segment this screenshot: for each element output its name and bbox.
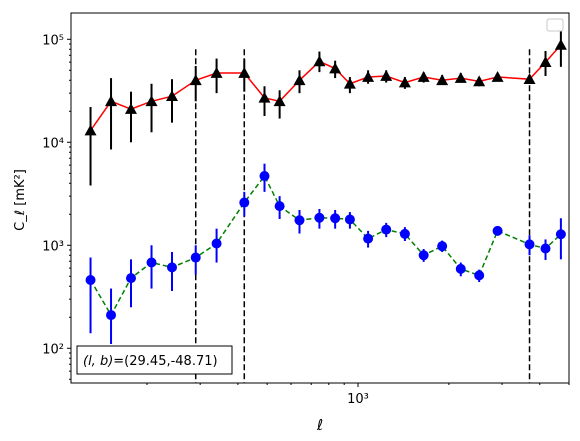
data-point — [274, 201, 285, 212]
data-point — [555, 229, 566, 240]
data-point — [540, 243, 551, 254]
data-point — [84, 124, 97, 136]
series — [85, 163, 566, 345]
data-point — [492, 225, 503, 236]
vertical-reference-lines — [194, 49, 531, 383]
data-point — [474, 270, 485, 281]
data-point — [146, 257, 157, 268]
data-point — [293, 74, 306, 86]
data-point — [294, 215, 305, 226]
data-point — [454, 72, 467, 83]
annotation-box: (l, b)=(29.45,-48.71) — [76, 345, 233, 375]
data-point — [211, 238, 222, 249]
x-tick-label: 10³ — [347, 392, 369, 407]
series — [84, 31, 567, 186]
data-point — [491, 71, 504, 82]
annotation-coords-label: (l, b) — [83, 354, 113, 369]
annotation-coords-value: =(29.45,-48.71) — [113, 354, 217, 369]
data-point — [167, 262, 178, 273]
data-point — [436, 74, 449, 86]
data-point — [239, 197, 250, 208]
data-point — [473, 75, 486, 87]
data-point — [259, 171, 270, 182]
y-tick-label: 10³ — [42, 239, 64, 254]
data-point — [362, 71, 375, 82]
data-point — [539, 56, 552, 67]
data-point — [398, 76, 411, 88]
data-point — [524, 239, 535, 250]
plot-frame — [70, 12, 570, 384]
data-point — [363, 233, 374, 244]
data-point — [455, 263, 466, 274]
data-point — [418, 250, 429, 261]
data-point — [85, 275, 96, 286]
data-point — [166, 90, 179, 102]
legend-box — [546, 18, 564, 32]
data-point — [330, 213, 341, 224]
data-point — [238, 67, 251, 78]
y-tick-label: 10⁴ — [42, 136, 64, 151]
data-point — [380, 70, 393, 81]
data-point — [105, 95, 118, 107]
y-axis-label: C_ℓ [mK²] — [13, 169, 28, 231]
data-point — [124, 103, 137, 114]
data-point — [554, 39, 567, 50]
data-point — [106, 310, 117, 321]
data-point — [314, 212, 325, 223]
data-point — [417, 71, 430, 82]
series-line — [89, 44, 562, 131]
data-point — [145, 95, 158, 107]
x-axis-label: ℓ — [316, 416, 323, 434]
annotation-text: (l, b)=(29.45,-48.71) — [83, 354, 218, 369]
data-point — [313, 55, 326, 67]
data-point — [258, 91, 271, 103]
axis-ticks: 10² 10³ 10⁴ 10⁵ 10³ — [42, 33, 570, 407]
data-point — [329, 62, 342, 74]
data-point — [399, 228, 410, 239]
y-tick-label: 10⁵ — [42, 33, 64, 48]
y-tick-label: 10² — [42, 342, 64, 357]
data-point — [523, 73, 536, 84]
data-point — [210, 67, 223, 78]
data-point — [343, 77, 356, 89]
data-point — [125, 273, 136, 284]
data-point — [437, 241, 448, 252]
data-point — [273, 95, 286, 107]
data-point — [381, 224, 392, 235]
data-point — [190, 252, 201, 263]
series-layer — [84, 31, 567, 345]
data-point — [344, 214, 355, 225]
data-point — [189, 74, 202, 86]
series-line — [89, 174, 562, 317]
